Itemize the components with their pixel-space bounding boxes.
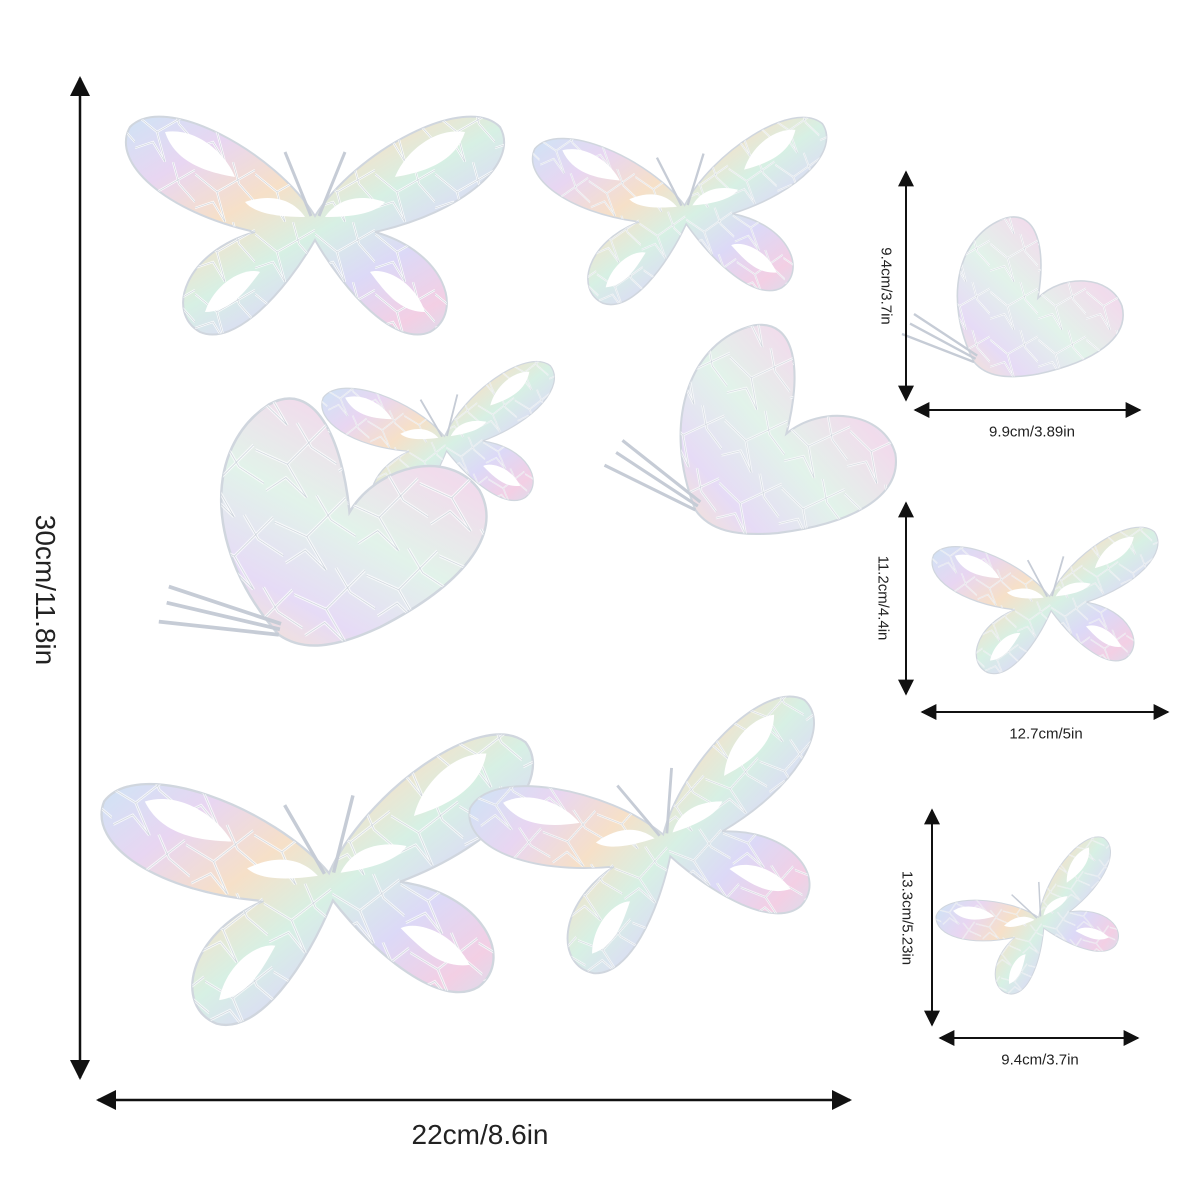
butterfly-icon [900,215,1125,378]
sheet-width-label: 22cm/8.6in [411,1119,549,1150]
butterfly-icon [96,728,566,1041]
butterfly-icon [929,524,1171,680]
sample-1-height-label: 9.4cm/3.7in [877,247,895,325]
butterfly-icon [529,114,841,312]
butterfly-icon [461,687,871,999]
sample-3-height-label: 13.3cm/5.23in [898,870,916,966]
sample-1-width-label: 9.9cm/3.89in [989,423,1075,441]
sample-2-width-label: 12.7cm/5in [1009,725,1083,743]
butterfly-icon [598,310,909,548]
sheet-height-label: 30cm/11.8in [30,514,61,666]
butterfly-icon [124,115,506,337]
sample-2-height-label: 11.2cm/4.4in [874,555,892,641]
butterfly-icon [109,353,512,688]
sample-3-width-label: 9.4cm/3.7in [1001,1051,1079,1069]
butterfly-icon [931,831,1151,1012]
